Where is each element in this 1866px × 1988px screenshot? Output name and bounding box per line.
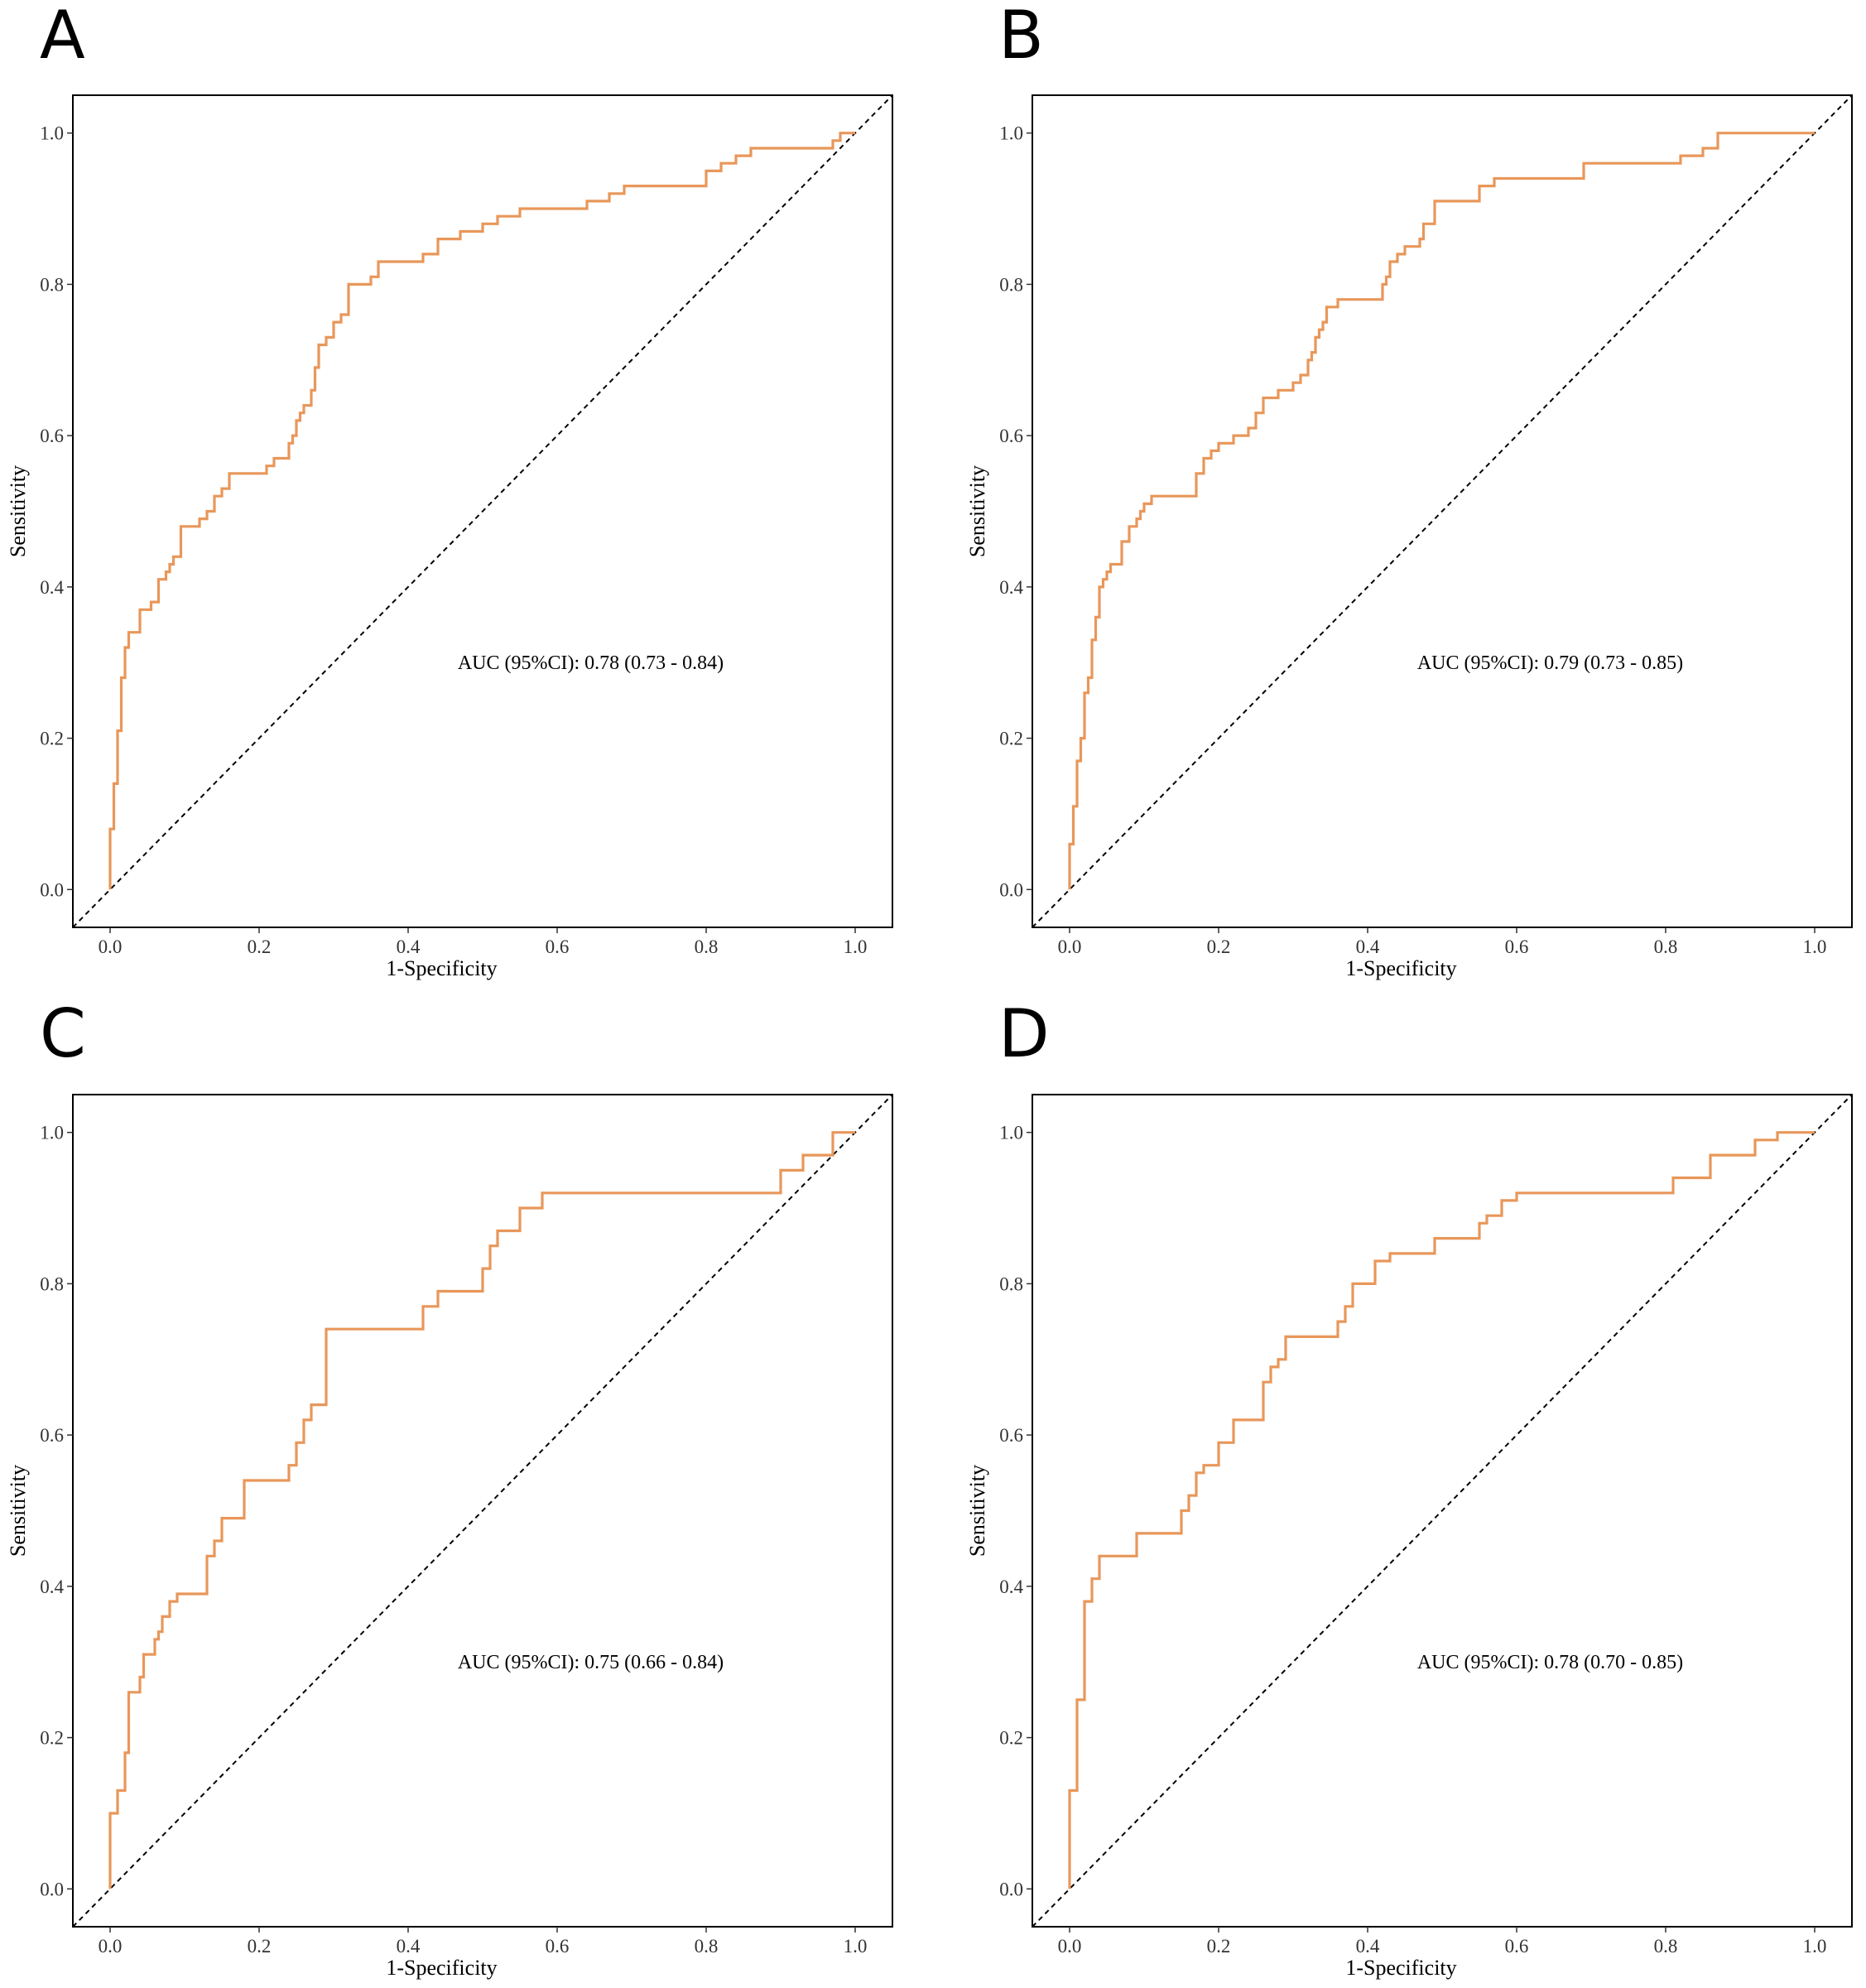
x-tick-label: 0.8 xyxy=(1654,936,1678,957)
y-tick-label: 0.0 xyxy=(40,1879,64,1899)
y-tick-label: 0.0 xyxy=(999,1879,1023,1899)
y-tick-label: 1.0 xyxy=(40,123,64,144)
y-tick-label: 1.0 xyxy=(40,1123,64,1143)
y-tick-label: 1.0 xyxy=(999,123,1023,144)
reference-diagonal-line xyxy=(1032,94,1853,928)
plot-frame xyxy=(72,1094,893,1928)
x-tick-label: 0.4 xyxy=(397,936,421,957)
y-tick-label: 0.6 xyxy=(999,426,1023,446)
y-tick-label: 0.2 xyxy=(40,1728,64,1749)
y-tick-label: 0.2 xyxy=(999,729,1023,749)
x-tick-label: 1.0 xyxy=(1803,936,1827,957)
plot-frame xyxy=(1032,1094,1853,1928)
roc-curve-line xyxy=(1068,1131,1815,1889)
x-tick-label: 0.6 xyxy=(1505,1936,1529,1957)
x-tick-label: 0.0 xyxy=(1058,1936,1082,1957)
y-tick-label: 0.4 xyxy=(999,577,1023,598)
x-tick-label: 0.2 xyxy=(248,936,272,957)
y-tick-label: 0.6 xyxy=(40,1425,64,1446)
x-axis-title: 1-Specificity xyxy=(386,956,497,980)
x-tick-label: 0.4 xyxy=(397,1936,421,1957)
y-tick-label: 0.2 xyxy=(40,729,64,749)
x-tick-label: 0.8 xyxy=(695,1936,719,1957)
panel-label-c: C xyxy=(40,995,86,1072)
x-tick-label: 0.2 xyxy=(1207,936,1231,957)
y-axis-title: Sensitivity xyxy=(6,465,30,557)
panel-label-a: A xyxy=(40,0,85,74)
panel-d: D 0.0 0.2 0.4 0.6 0.8 1.0 0.0 0.2 0.4 0.6 0.8 1.0 1-S… xyxy=(965,995,1853,1980)
auc-annotation: AUC (95%CI): 0.75 (0.66 - 0.84) xyxy=(458,1652,724,1673)
x-tick-label: 0.4 xyxy=(1356,936,1380,957)
plot-frame xyxy=(72,94,893,928)
x-tick-label: 1.0 xyxy=(844,1936,868,1957)
x-axis-title: 1-Specificity xyxy=(1345,956,1456,980)
y-tick-label: 0.8 xyxy=(40,1273,64,1294)
auc-annotation: AUC (95%CI): 0.78 (0.73 - 0.84) xyxy=(458,652,724,674)
auc-annotation: AUC (95%CI): 0.79 (0.73 - 0.85) xyxy=(1417,652,1683,674)
y-tick-label: 0.6 xyxy=(40,426,64,446)
y-tick-label: 0.4 xyxy=(40,577,64,598)
roc-curve-line xyxy=(108,132,855,890)
x-tick-label: 0.0 xyxy=(99,1936,123,1957)
x-tick-label: 0.6 xyxy=(546,1936,570,1957)
plot-frame xyxy=(1032,94,1853,928)
x-tick-label: 0.6 xyxy=(546,936,570,957)
y-tick-label: 0.6 xyxy=(999,1425,1023,1446)
y-axis-title: Sensitivity xyxy=(6,1465,30,1557)
reference-diagonal-line xyxy=(1032,1094,1853,1928)
y-tick-label: 0.8 xyxy=(40,274,64,295)
x-tick-label: 0.0 xyxy=(99,936,123,957)
roc-curve-line xyxy=(108,1131,855,1889)
x-tick-label: 0.2 xyxy=(248,1936,272,1957)
x-axis-title: 1-Specificity xyxy=(1345,1956,1456,1980)
y-tick-label: 0.2 xyxy=(999,1728,1023,1749)
panel-label-d: D xyxy=(998,995,1050,1072)
x-tick-label: 0.8 xyxy=(695,936,719,957)
panel-label-b: B xyxy=(998,0,1044,74)
y-axis-title: Sensitivity xyxy=(965,1465,989,1557)
x-tick-label: 0.0 xyxy=(1058,936,1082,957)
panel-b: B 0.0 0.2 0.4 0.6 0.8 1.0 0.0 0.2 0.4 0.6 0.8 1.0 1-S… xyxy=(965,0,1853,980)
reference-diagonal-line xyxy=(72,94,893,928)
x-tick-label: 1.0 xyxy=(844,936,868,957)
x-tick-label: 0.2 xyxy=(1207,1936,1231,1957)
x-tick-label: 0.8 xyxy=(1654,1936,1678,1957)
y-tick-label: 0.4 xyxy=(999,1576,1023,1597)
y-tick-label: 0.8 xyxy=(999,274,1023,295)
panel-a: A 0.0 0.2 0.4 0.6 0.8 1.0 0.0 0.2 0.4 0.6 0.8 1.0 1-S… xyxy=(6,0,893,980)
y-tick-label: 0.0 xyxy=(999,879,1023,900)
x-tick-label: 0.4 xyxy=(1356,1936,1380,1957)
panel-c: C 0.0 0.2 0.4 0.6 0.8 1.0 0.0 0.2 0.4 0.6 0.8 1.0 1-S… xyxy=(6,995,893,1980)
roc-curve-line xyxy=(1068,132,1815,890)
y-axis-title: Sensitivity xyxy=(965,465,989,557)
x-tick-label: 0.6 xyxy=(1505,936,1529,957)
y-tick-label: 0.8 xyxy=(999,1273,1023,1294)
x-tick-label: 1.0 xyxy=(1803,1936,1827,1957)
y-tick-label: 0.4 xyxy=(40,1576,64,1597)
x-axis-title: 1-Specificity xyxy=(386,1956,497,1980)
auc-annotation: AUC (95%CI): 0.78 (0.70 - 0.85) xyxy=(1417,1652,1683,1673)
reference-diagonal-line xyxy=(72,1094,893,1928)
y-tick-label: 1.0 xyxy=(999,1123,1023,1143)
y-tick-label: 0.0 xyxy=(40,879,64,900)
